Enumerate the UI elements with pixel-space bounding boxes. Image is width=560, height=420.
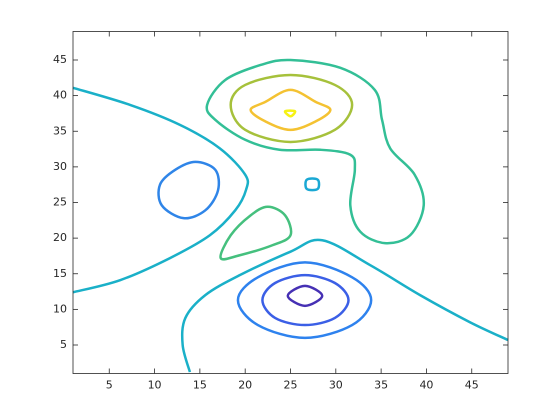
- y-tick-label: 25: [53, 196, 67, 209]
- x-tick-label: 25: [284, 379, 298, 392]
- y-tick-label: 10: [53, 302, 67, 315]
- contour-line: [283, 109, 297, 118]
- x-tick-label: 40: [419, 379, 433, 392]
- y-tick-label: 40: [53, 89, 67, 102]
- contour-line: [229, 73, 354, 144]
- y-tick-label: 5: [60, 338, 67, 351]
- contour-line: [180, 238, 509, 373]
- y-tick-label: 15: [53, 267, 67, 280]
- contour-line: [236, 261, 373, 340]
- contour-line: [205, 58, 426, 245]
- contour-line: [249, 88, 332, 132]
- x-tick-label: 15: [193, 379, 207, 392]
- contour-line: [219, 205, 293, 261]
- x-tick-label: 20: [238, 379, 252, 392]
- y-tick-label: 20: [53, 231, 67, 244]
- contour-line: [72, 86, 250, 294]
- x-tick-label: 30: [329, 379, 343, 392]
- y-tick-label: 35: [53, 124, 67, 137]
- x-tick-label: 45: [465, 379, 479, 392]
- x-tick-label: 10: [148, 379, 162, 392]
- x-tick-label: 5: [106, 379, 113, 392]
- contour-line: [261, 273, 350, 327]
- contour-line: [304, 177, 321, 192]
- x-tick-label: 35: [374, 379, 388, 392]
- y-tick-label: 45: [53, 53, 67, 66]
- contour-line: [286, 284, 324, 308]
- y-tick-label: 30: [53, 160, 67, 173]
- contour-line: [157, 160, 221, 220]
